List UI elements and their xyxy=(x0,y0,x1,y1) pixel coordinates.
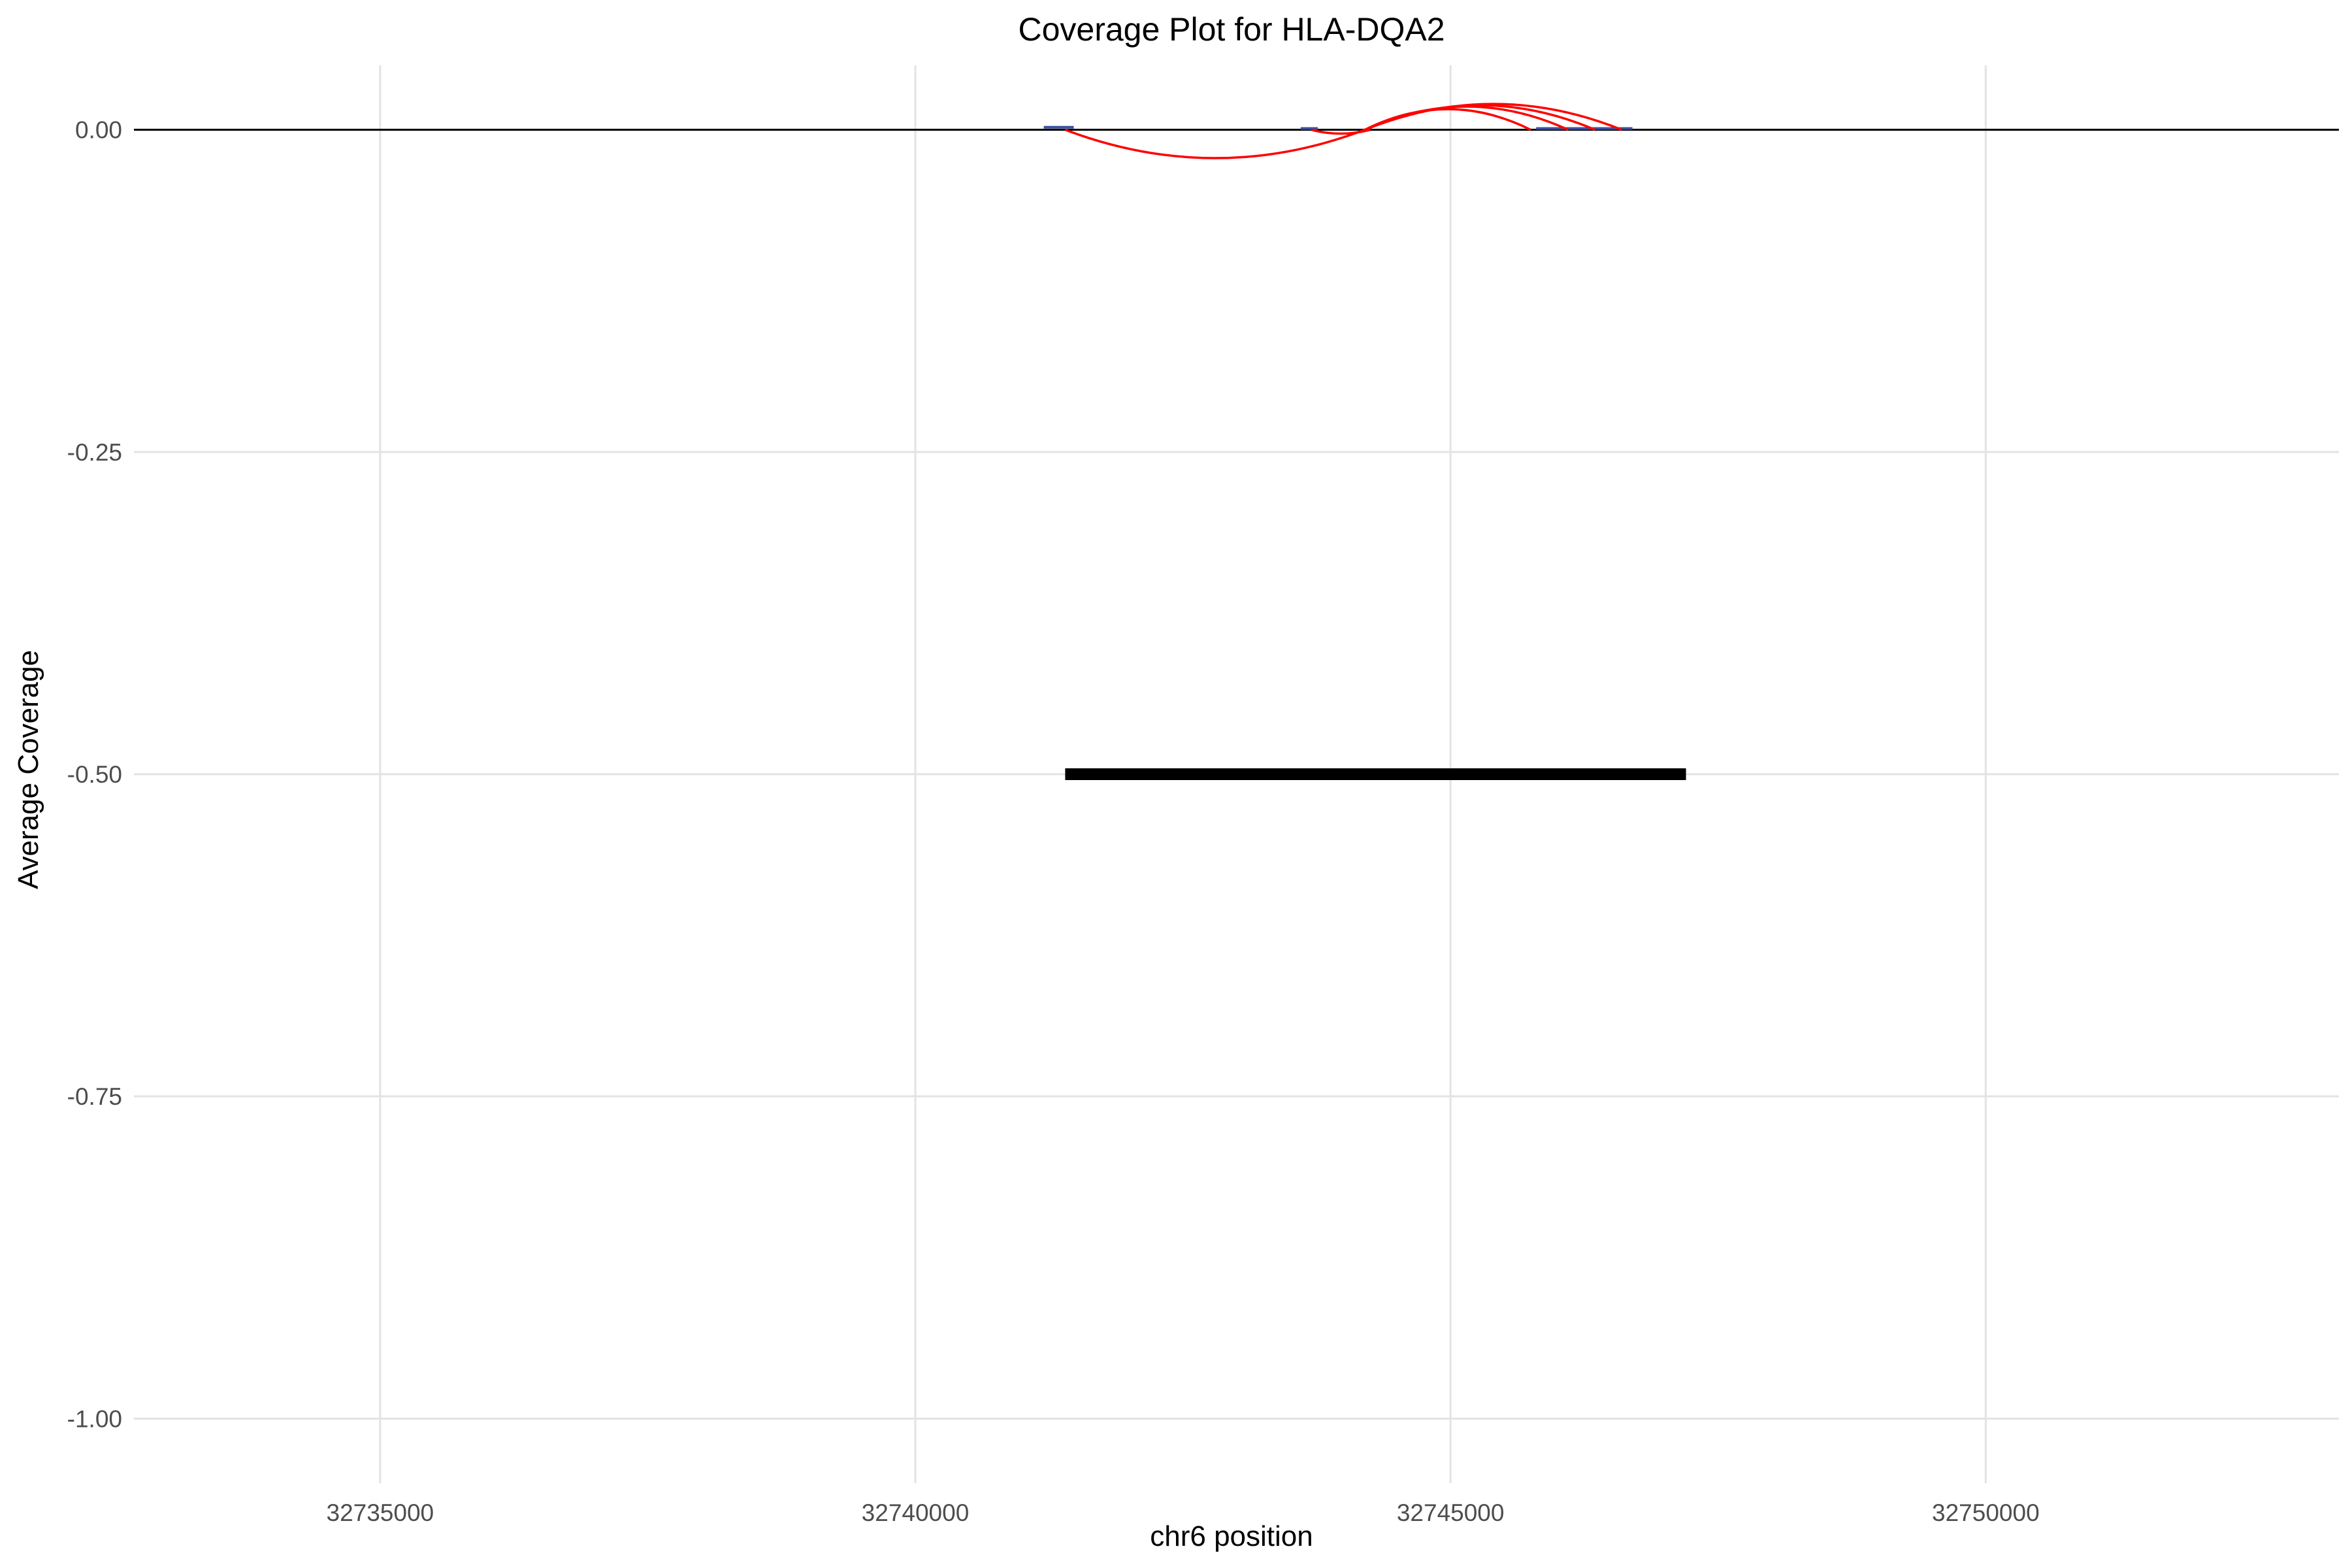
x-axis-title: chr6 position xyxy=(1150,1520,1313,1552)
x-tick-label: 32740000 xyxy=(862,1499,970,1526)
y-tick-label: 0.00 xyxy=(75,117,122,144)
chart-title: Coverage Plot for HLA-DQA2 xyxy=(1018,11,1445,48)
x-tick-label: 32745000 xyxy=(1397,1499,1505,1526)
coverage-segments xyxy=(1043,125,1633,130)
x-tick-label: 32735000 xyxy=(327,1499,434,1526)
splice-junction-arc xyxy=(1064,128,1365,159)
x-tick-label: 32750000 xyxy=(1932,1499,2040,1526)
x-axis-ticks: 32735000 32740000 32745000 32750000 xyxy=(327,1499,2040,1526)
splice-junction-arc xyxy=(1364,103,1622,131)
y-tick-label: -0.50 xyxy=(67,761,122,788)
splice-junction-arc xyxy=(1311,128,1371,135)
splice-junctions xyxy=(1064,103,1622,159)
y-tick-label: -0.75 xyxy=(67,1083,122,1110)
y-axis-ticks: 0.00 -0.25 -0.50 -0.75 -1.00 xyxy=(67,117,122,1433)
y-tick-label: -1.00 xyxy=(67,1405,122,1432)
y-axis-title: Average Coverage xyxy=(12,650,44,889)
y-tick-label: -0.25 xyxy=(67,439,122,466)
